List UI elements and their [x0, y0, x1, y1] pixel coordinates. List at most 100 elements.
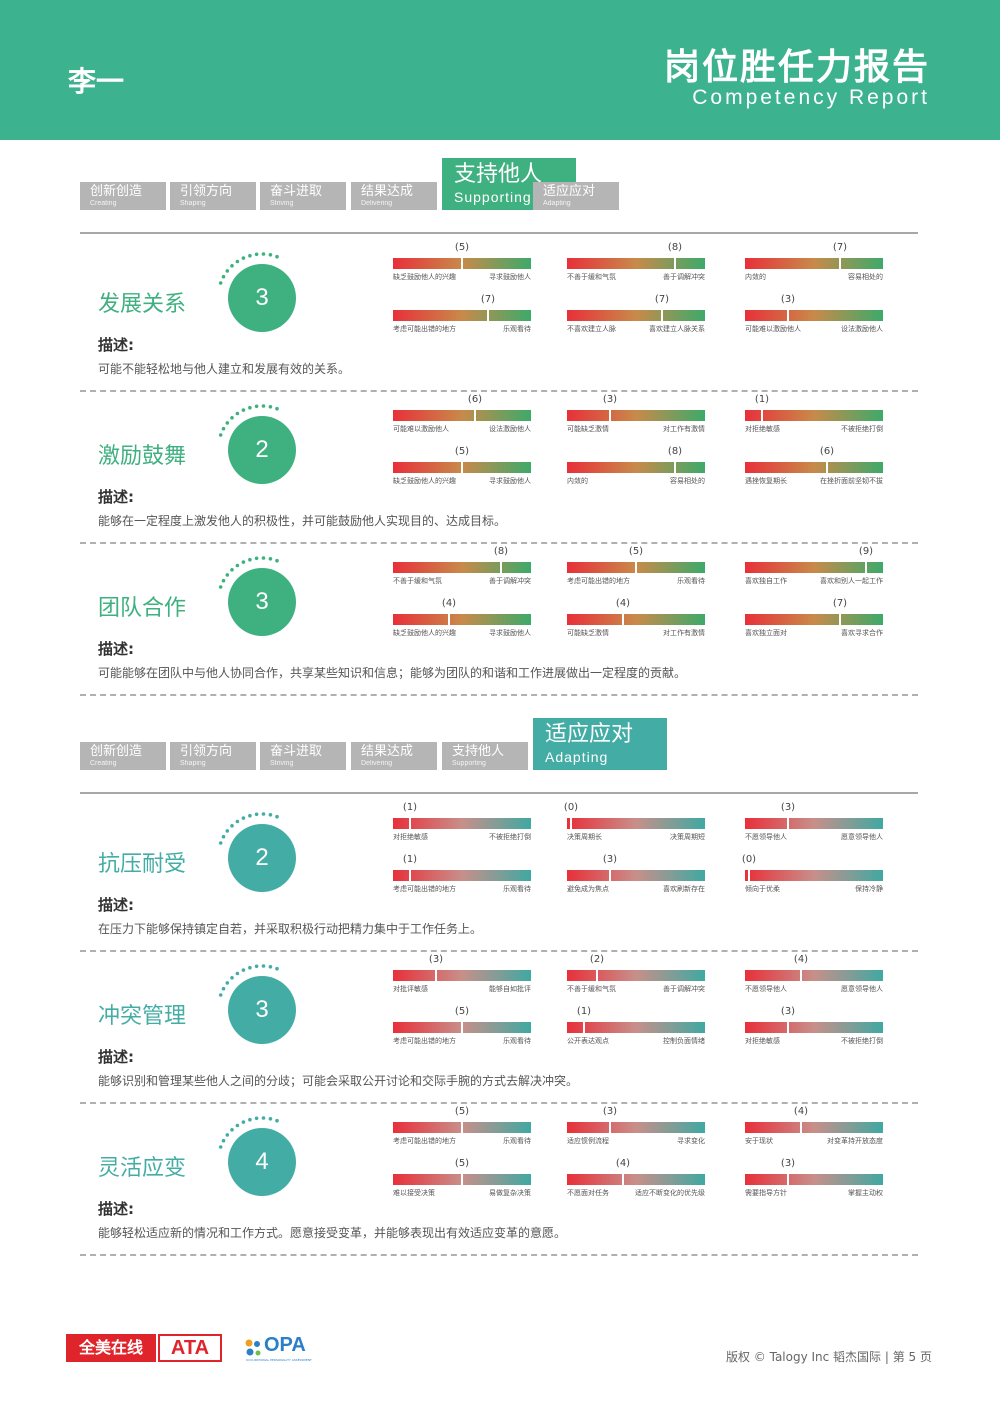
tab-shaping[interactable]: 引领方向 Shaping — [170, 742, 256, 770]
score-arc-icon — [218, 252, 279, 285]
trait-marker — [448, 612, 450, 627]
tab-label-en: Shaping — [180, 200, 206, 207]
trait-marker — [787, 1020, 789, 1035]
trait-scale: (7) 考虑可能出错的地方 乐观看待 — [393, 294, 531, 334]
competency-title: 发展关系 — [98, 292, 187, 317]
trait-label-right: 决策周期短 — [670, 833, 705, 841]
trait-scale: (3) 可能缺乏激情 对工作有激情 — [567, 394, 705, 434]
description-label: 描述: — [98, 896, 134, 914]
score-badge: 2 — [228, 824, 296, 892]
description-label: 描述: — [98, 1200, 134, 1218]
trait-label-right: 寻求鼓励他人 — [489, 629, 531, 637]
trait-score: (8) — [493, 546, 509, 557]
competency-title: 激励鼓舞 — [98, 444, 187, 469]
description-label: 描述: — [98, 488, 134, 506]
trait-marker — [570, 816, 572, 831]
description-text: 在压力下能够保持镇定自若，并采取积极行动把精力集中于工作任务上。 — [98, 922, 483, 936]
trait-label-left: 安于现状 — [745, 1137, 773, 1145]
dashed-separator — [80, 390, 918, 392]
trait-marker — [787, 308, 789, 323]
trait-scale: (8) 内敛的 容易相处的 — [567, 446, 705, 486]
trait-gradient-bar — [745, 870, 883, 881]
trait-label-left: 遇挫恢复期长 — [745, 477, 787, 485]
tab-shaping[interactable]: 引领方向 Shaping — [170, 182, 256, 210]
trait-label-right: 设法激励他人 — [489, 425, 531, 433]
trait-scale: (5) 难以接受决策 易做复杂决策 — [393, 1158, 531, 1198]
trait-gradient-bar — [567, 410, 705, 421]
trait-score: (3) — [780, 1006, 796, 1017]
trait-scale: (5) 考虑可能出错的地方 乐观看待 — [393, 1006, 531, 1046]
trait-label-left: 喜欢独自工作 — [745, 577, 787, 585]
trait-scale: (8) 不善于缓和气氛 善于调解冲突 — [567, 242, 705, 282]
trait-score: (7) — [832, 598, 848, 609]
tab-label-cn: 奋斗进取 — [270, 184, 323, 199]
trait-label-left: 考虑可能出错的地方 — [393, 885, 456, 893]
tab-striving[interactable]: 奋斗进取 Striving — [260, 742, 346, 770]
tab-striving[interactable]: 奋斗进取 Striving — [260, 182, 346, 210]
trait-score: (3) — [602, 854, 618, 865]
trait-label-left: 难以接受决策 — [393, 1189, 435, 1197]
trait-marker — [461, 1120, 463, 1135]
tab-supporting[interactable]: 支持他人 Supporting — [442, 742, 528, 770]
trait-gradient-bar — [745, 562, 883, 573]
trait-label-right: 乐观看待 — [503, 1037, 531, 1045]
trait-label-left: 考虑可能出错的地方 — [567, 577, 630, 585]
trait-label-right: 控制负面情绪 — [663, 1037, 705, 1045]
tab-label-en: Striving — [270, 200, 294, 207]
trait-marker — [800, 968, 802, 983]
trait-label-right: 不被拒绝打倒 — [841, 1037, 883, 1045]
tab-label-en: Striving — [270, 760, 294, 767]
trait-score: (4) — [793, 1106, 809, 1117]
trait-gradient-bar — [745, 1174, 883, 1185]
trait-scale: (3) 避免成为焦点 喜欢刷新存在 — [567, 854, 705, 894]
description-label: 描述: — [98, 1048, 134, 1066]
trait-scale: (3) 需要指导方针 掌握主动权 — [745, 1158, 883, 1198]
tab-adapting[interactable]: 适应应对 Adapting — [533, 182, 619, 210]
trait-score: (7) — [832, 242, 848, 253]
trait-label-left: 可能缺乏激情 — [567, 629, 609, 637]
trait-label-right: 乐观看待 — [677, 577, 705, 585]
trait-score: (5) — [454, 446, 470, 457]
trait-marker — [461, 256, 463, 271]
trait-score: (0) — [563, 802, 579, 813]
trait-scale: (4) 缺乏鼓励他人的兴趣 寻求鼓励他人 — [393, 598, 531, 638]
score-badge: 3 — [228, 568, 296, 636]
trait-score: (3) — [780, 294, 796, 305]
trait-label-right: 喜欢和别人一起工作 — [820, 577, 883, 585]
trait-label-right: 愿意领导他人 — [841, 985, 883, 993]
trait-score: (8) — [667, 242, 683, 253]
tab-creating[interactable]: 创新创造 Creating — [80, 742, 166, 770]
trait-scale: (7) 内敛的 容易相处的 — [745, 242, 883, 282]
trait-scale: (5) 缺乏鼓励他人的兴趣 寻求鼓励他人 — [393, 242, 531, 282]
trait-label-left: 内敛的 — [745, 273, 766, 281]
trait-label-left: 不愿领导他人 — [745, 833, 787, 841]
trait-label-left: 对拒绝敏感 — [745, 1037, 780, 1045]
trait-label-left: 需要指导方针 — [745, 1189, 787, 1197]
report-title-cn: 岗位胜任力报告 — [663, 47, 930, 88]
trait-label-right: 喜欢刷新存在 — [663, 885, 705, 893]
competency-block: 发展关系 3 描述: 可能不能轻松地与他人建立和发展有效的关系。 (5) 缺乏鼓励他人的兴… — [80, 240, 918, 392]
tab-creating[interactable]: 创新创造 Creating — [80, 182, 166, 210]
trait-score: (9) — [858, 546, 874, 557]
trait-marker — [409, 816, 411, 831]
trait-marker — [487, 308, 489, 323]
tab-adapting[interactable]: 适应应对 Adapting — [533, 718, 667, 770]
tab-label-en: Creating — [90, 760, 117, 767]
trait-label-right: 对工作有激情 — [663, 629, 705, 637]
competency-tabs: 创新创造 Creating 引领方向 Shaping 奋斗进取 Striving 结果达成 D… — [80, 718, 920, 774]
trait-label-right: 寻求变化 — [677, 1137, 705, 1145]
competency-block: 激励鼓舞 2 描述: 能够在一定程度上激发他人的积极性，并可能鼓励他人实现目的、达成目… — [80, 392, 918, 544]
competency-block: 灵活应变 4 描述: 能够轻松适应新的情况和工作方式。愿意接受变革，并能够表现出有效适… — [80, 1104, 918, 1256]
tab-delivering[interactable]: 结果达成 Delivering — [351, 742, 437, 770]
tab-label-cn: 创新创造 — [90, 744, 143, 759]
tab-delivering[interactable]: 结果达成 Delivering — [351, 182, 437, 210]
trait-scale: (3) 适应惯例流程 寻求变化 — [567, 1106, 705, 1146]
trait-gradient-bar — [567, 1022, 705, 1033]
score-arc-icon — [218, 1116, 279, 1149]
trait-label-left: 内敛的 — [567, 477, 588, 485]
trait-scale: (3) 不愿领导他人 愿意领导他人 — [745, 802, 883, 842]
trait-label-left: 决策周期长 — [567, 833, 602, 841]
competency-tabs: 创新创造 Creating 引领方向 Shaping 奋斗进取 Striving 结果达成 D… — [80, 158, 920, 214]
trait-label-right: 不被拒绝打倒 — [841, 425, 883, 433]
trait-gradient-bar — [745, 410, 883, 421]
